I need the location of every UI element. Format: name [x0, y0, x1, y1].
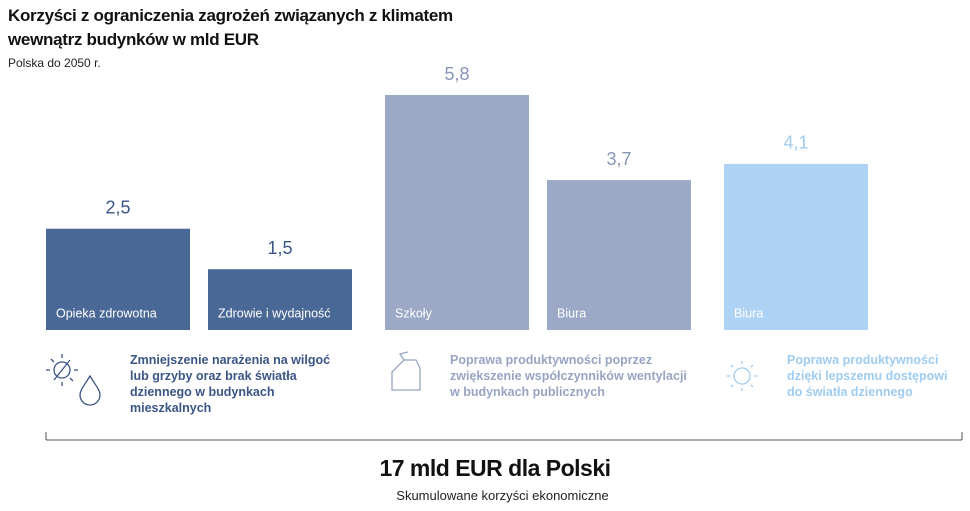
bar	[46, 228, 190, 330]
chart-title: Korzyści z ograniczenia zagrożeń związan…	[8, 6, 453, 49]
bar	[208, 269, 352, 330]
bar	[547, 180, 691, 330]
category-label: Szkoły	[395, 306, 433, 320]
value-label: 1,5	[267, 238, 292, 258]
bar	[724, 163, 868, 330]
total: 17 mld EUR dla Polski	[379, 455, 611, 481]
value-label: 5,8	[444, 64, 469, 84]
value-label: 4,1	[783, 133, 808, 153]
category-label: Biura	[557, 306, 586, 320]
bracket	[45, 432, 963, 441]
group-caption: Poprawa produktywności poprzez zwiększen…	[450, 353, 687, 399]
total-note: Skumulowane korzyści ekonomiczne	[396, 488, 609, 503]
bar	[385, 95, 529, 330]
sun-drop-icon	[46, 354, 101, 406]
value-label: 2,5	[105, 197, 130, 217]
chart-subtitle: Polska do 2050 r.	[8, 56, 101, 70]
icons	[46, 351, 757, 406]
value-label: 3,7	[606, 149, 631, 169]
category-label: Zdrowie i wydajność	[218, 306, 331, 320]
sun-icon	[727, 361, 757, 391]
group-caption: Poprawa produktywności dzięki lepszemu d…	[787, 353, 948, 399]
group-caption: Zmniejszenie narażenia na wilgoć lub grz…	[130, 353, 331, 415]
category-label: Biura	[734, 306, 763, 320]
category-label: Opieka zdrowotna	[56, 306, 157, 320]
vent-icon	[391, 351, 421, 391]
